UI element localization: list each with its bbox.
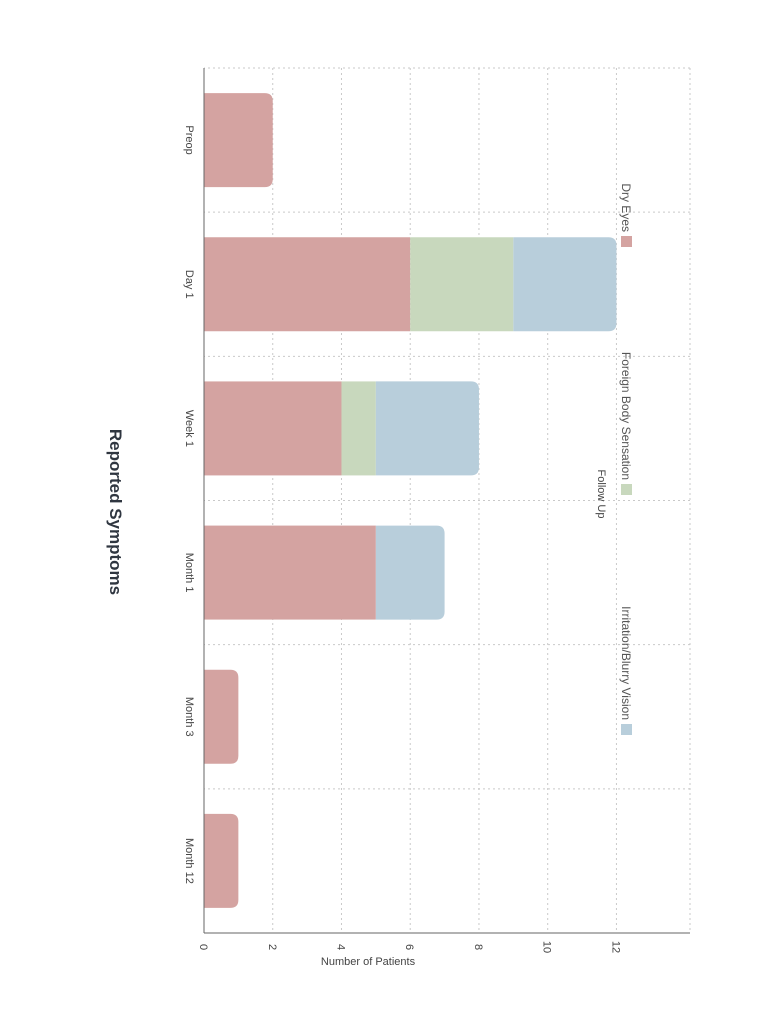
chart-title: Reported Symptoms — [106, 429, 125, 595]
bar-segment — [203, 525, 376, 620]
y-tick-label: 4 — [334, 944, 346, 950]
legend-swatch — [621, 724, 632, 735]
axes: Preop Day 1 Week 1 Month 1 Month 3 Month 12 0 2… — [183, 68, 690, 953]
bar-segment — [341, 381, 376, 476]
bar-segment — [204, 93, 273, 188]
bars — [203, 93, 617, 908]
bar-segment — [513, 237, 617, 332]
x-tick-label: Month 3 — [183, 697, 195, 737]
legend-swatch — [621, 484, 632, 495]
legend: Dry Eyes Foreign Body Sensation Irritation… — [619, 183, 633, 735]
x-tick-label: Day 1 — [183, 270, 195, 299]
bar-segment — [375, 525, 445, 620]
y-axis-title: Number of Patients — [321, 956, 416, 968]
bar-segment — [375, 381, 479, 476]
legend-label: Irritation/Blurry Vision — [619, 606, 633, 720]
bar-segment — [204, 237, 411, 332]
bar-segment — [204, 381, 342, 476]
legend-swatch — [621, 236, 632, 247]
chart-rotated-group: Reported Symptoms Preop Day 1 Week 1 Month … — [106, 67, 691, 968]
y-tick-label: 6 — [403, 944, 415, 950]
bar-segment — [204, 669, 239, 764]
x-axis-title: Follow Up — [595, 470, 607, 519]
x-tick-label: Week 1 — [183, 410, 195, 447]
bar-segment — [410, 237, 514, 332]
x-tick-label: Month 12 — [183, 838, 195, 884]
x-tick-label: Month 1 — [183, 553, 195, 593]
y-tick-label: 12 — [609, 941, 621, 953]
y-tick-label: 0 — [197, 944, 209, 950]
y-tick-label: 2 — [266, 944, 278, 950]
legend-label: Dry Eyes — [619, 183, 633, 232]
grid — [204, 67, 691, 934]
legend-label: Foreign Body Sensation — [619, 352, 633, 480]
x-tick-label: Preop — [183, 125, 195, 154]
bar-segment — [204, 813, 239, 908]
y-tick-label: 10 — [541, 941, 553, 953]
y-tick-label: 8 — [472, 944, 484, 950]
